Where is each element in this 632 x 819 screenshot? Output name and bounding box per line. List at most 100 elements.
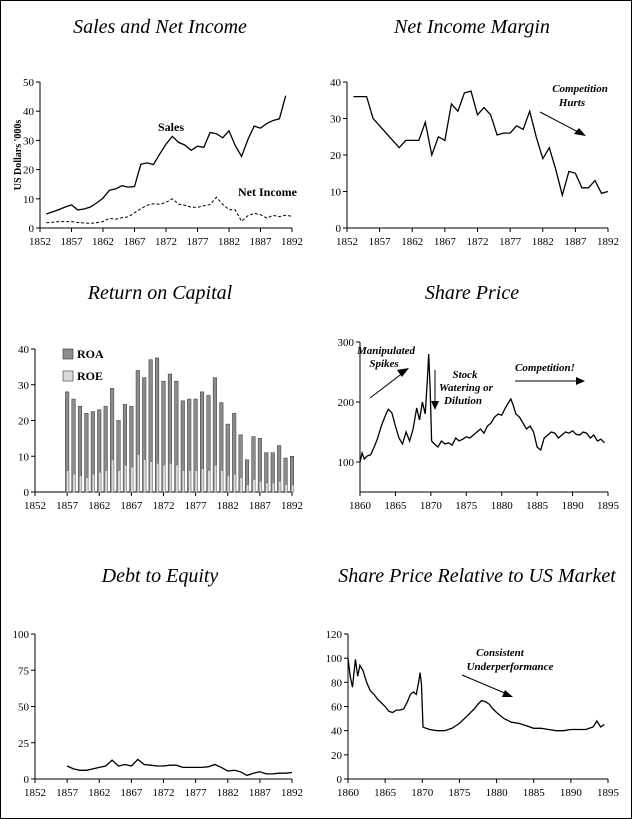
- roe-bar: [162, 464, 166, 493]
- roe-bar: [85, 477, 89, 493]
- annotation-arrow-line: [461, 674, 508, 695]
- y-tick-label: 60: [331, 702, 343, 714]
- annotation-text: Hurts: [558, 97, 585, 109]
- annotation-text: Competition!: [515, 362, 575, 374]
- y-tick-label: 25: [18, 738, 30, 750]
- y-tick-label: 10: [23, 194, 35, 206]
- x-tick-label: 1852: [24, 500, 46, 512]
- x-tick-label: 1887: [250, 236, 273, 248]
- annotation-arrow-line: [539, 111, 583, 135]
- x-tick-label: 1892: [281, 787, 303, 799]
- y-tick-label: 40: [331, 726, 343, 738]
- x-tick-label: 1890: [562, 500, 585, 512]
- roe-bar: [175, 464, 179, 493]
- x-tick-label: 1887: [249, 787, 272, 799]
- y-tick-label: 10: [330, 187, 342, 199]
- annotation-arrowhead: [574, 128, 586, 136]
- y-tick-label: 20: [330, 150, 342, 162]
- x-tick-label: 1890: [560, 787, 583, 799]
- annotation-arrowhead: [502, 690, 513, 697]
- chart-2: Return on Capital 1852 1857 1862 1867 1872 187…: [18, 282, 303, 512]
- x-tick-label: 1875: [448, 787, 471, 799]
- legend-label: ROA: [77, 347, 104, 361]
- x-tick-label: 1852: [336, 236, 358, 248]
- roe-bar: [265, 482, 269, 493]
- x-tick-label: 1852: [24, 787, 46, 799]
- y-tick-label: 100: [326, 653, 343, 665]
- chart-title: Debt to Equity: [101, 565, 219, 587]
- annotation-text: Competition: [552, 83, 608, 95]
- roe-bar: [201, 468, 205, 493]
- roe-bar: [149, 461, 153, 493]
- roe-bar: [168, 463, 172, 493]
- series-line: [353, 90, 609, 198]
- y-tick-label: 50: [23, 77, 35, 89]
- roe-bar: [123, 464, 127, 493]
- x-tick-label: 1857: [56, 500, 79, 512]
- y-tick-label: 10: [18, 451, 30, 463]
- roe-bar: [156, 463, 160, 493]
- chart-title: Share Price: [425, 282, 519, 304]
- y-tick-label: 30: [23, 135, 35, 147]
- legend-label: ROE: [77, 369, 103, 383]
- x-tick-label: 1885: [526, 500, 549, 512]
- y-tick-label: 0: [24, 774, 30, 786]
- y-tick-label: 20: [23, 165, 35, 177]
- chart-title: Share Price Relative to US Market: [338, 565, 616, 587]
- x-tick-label: 1867: [120, 787, 143, 799]
- x-tick-label: 1860: [349, 500, 372, 512]
- legend-swatch: [62, 348, 74, 360]
- series-line: [66, 758, 293, 777]
- y-tick-label: 200: [338, 397, 355, 409]
- roe-bar: [111, 459, 115, 493]
- annotation-text: Manipulated: [356, 345, 416, 357]
- x-tick-label: 1862: [88, 500, 110, 512]
- annotation-text: Consistent: [476, 647, 525, 659]
- x-tick-label: 1852: [29, 236, 51, 248]
- roe-bar: [72, 473, 76, 493]
- annotation-text: Stock: [452, 369, 478, 381]
- roe-bar: [252, 479, 256, 493]
- x-tick-label: 1877: [185, 500, 208, 512]
- series-line: [46, 196, 293, 224]
- roe-bar: [104, 470, 108, 493]
- y-tick-label: 100: [13, 629, 30, 641]
- series-line: [46, 95, 287, 215]
- roe-bar: [207, 470, 211, 493]
- x-tick-label: 1862: [88, 787, 110, 799]
- x-tick-label: 1885: [523, 787, 546, 799]
- y-tick-label: 40: [330, 77, 342, 89]
- x-tick-label: 1860: [337, 787, 360, 799]
- roe-bar: [181, 470, 185, 493]
- chart-title: Net Income Margin: [393, 16, 550, 38]
- y-tick-label: 20: [18, 416, 30, 428]
- roe-bar: [98, 472, 102, 493]
- x-tick-label: 1872: [153, 500, 175, 512]
- chart-3: Share Price 1860 1865 1870 1875 1880 1885 1890 1…: [338, 282, 620, 512]
- x-tick-label: 1892: [597, 236, 619, 248]
- roe-bar: [79, 475, 82, 493]
- x-tick-label: 1872: [467, 236, 489, 248]
- roe-bar: [213, 464, 217, 493]
- x-tick-label: 1887: [249, 500, 272, 512]
- chart-0: Sales and Net Income 1852 1857 1862 1867 1872…: [13, 16, 303, 248]
- annotation-text: Underperformance: [467, 661, 554, 673]
- x-tick-label: 1870: [420, 500, 443, 512]
- y-tick-label: 80: [331, 677, 343, 689]
- chart-5: Share Price Relative to US Market 1860 186…: [326, 565, 620, 799]
- x-tick-label: 1862: [92, 236, 114, 248]
- y-tick-label: 100: [338, 457, 355, 469]
- x-tick-label: 1867: [124, 236, 147, 248]
- x-tick-label: 1867: [434, 236, 457, 248]
- y-tick-label: 40: [18, 344, 30, 356]
- x-tick-label: 1872: [153, 787, 175, 799]
- annotation-text: Spikes: [369, 358, 398, 370]
- x-tick-label: 1877: [187, 236, 210, 248]
- roe-bar: [194, 470, 198, 493]
- chart-4: Debt to Equity 1852 1857 1862 1867 1872 1877 18…: [13, 565, 304, 799]
- y-tick-label: 120: [326, 629, 343, 641]
- y-tick-label: 40: [23, 106, 35, 118]
- x-tick-label: 1895: [597, 787, 620, 799]
- series-label-net-income: Net Income: [238, 185, 298, 199]
